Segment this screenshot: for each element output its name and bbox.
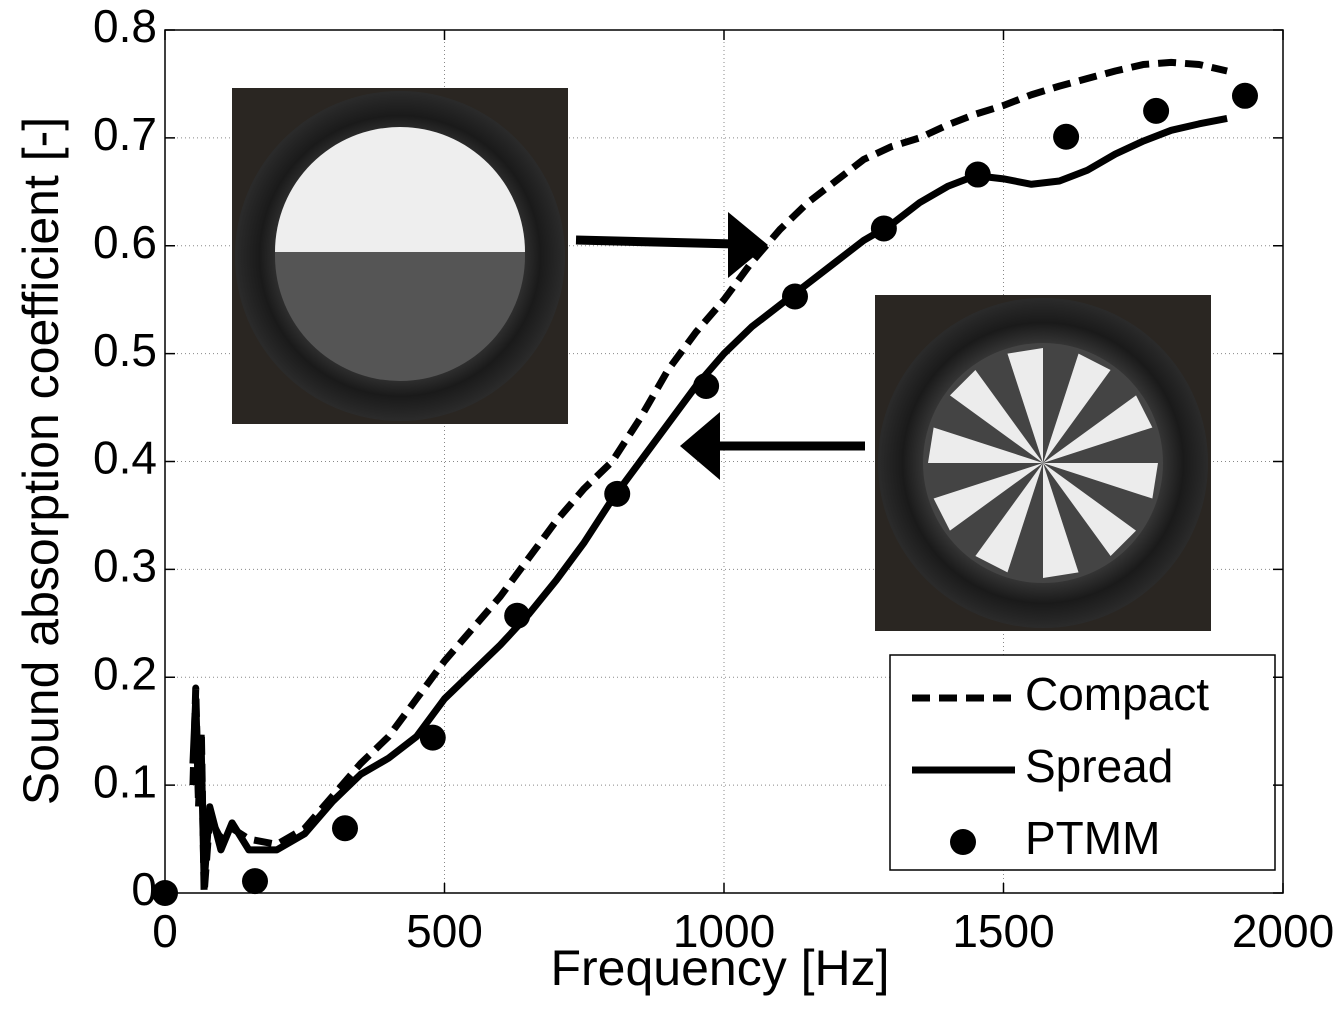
legend-label: Spread — [1025, 740, 1173, 792]
photo-wedge — [949, 369, 1043, 463]
y-tick-label: 0.8 — [93, 0, 157, 52]
data-point — [1231, 82, 1258, 109]
y-tick-label: 0.6 — [93, 216, 157, 268]
y-tick-label: 0 — [131, 863, 157, 915]
photo-foam — [928, 348, 1158, 578]
x-tick-label: 1500 — [952, 905, 1054, 957]
legend-label: Compact — [1025, 668, 1209, 720]
data-line — [189, 115, 1228, 886]
data-point — [331, 815, 358, 842]
data-point — [1143, 97, 1170, 124]
plot-area — [152, 58, 1258, 906]
x-tick-label: 2000 — [1232, 905, 1334, 957]
photo-wedge — [928, 427, 1043, 463]
y-tick-label: 0.2 — [93, 647, 157, 699]
photo-wedge — [1043, 463, 1079, 578]
arrow — [575, 235, 736, 249]
arrow-head — [728, 212, 768, 278]
photo-wedge — [1043, 463, 1137, 557]
y-tick-label: 0.7 — [93, 108, 157, 160]
y-tick-label: 0.3 — [93, 540, 157, 592]
x-tick-label: 0 — [152, 905, 178, 957]
data-point — [781, 283, 808, 310]
y-tick-label: 0.4 — [93, 432, 157, 484]
arrow-head — [680, 412, 720, 480]
photo-wedge — [1007, 348, 1043, 463]
photo-wedge — [1043, 353, 1111, 463]
photo-wedge — [975, 463, 1043, 573]
data-point — [604, 480, 631, 507]
data-point — [964, 161, 991, 188]
x-axis-label: Frequency [Hz] — [550, 940, 889, 996]
photo-foam — [275, 127, 525, 252]
y-tick-label: 0.5 — [93, 324, 157, 376]
photo-wedge — [1043, 463, 1158, 499]
y-axis-label: Sound absorption coefficient [-] — [13, 117, 69, 805]
data-point — [241, 868, 268, 895]
data-point — [419, 724, 446, 751]
data-point — [1053, 123, 1080, 150]
photos — [232, 88, 1211, 631]
data-point — [870, 215, 897, 242]
photo-wedge — [933, 463, 1043, 531]
data-point — [693, 372, 720, 399]
legend-marker — [950, 829, 976, 855]
x-tick-label: 1000 — [673, 905, 775, 957]
y-tick-label: 0.1 — [93, 755, 157, 807]
x-tick-label: 500 — [406, 905, 483, 957]
photo-wedge — [1043, 395, 1153, 463]
data-point — [504, 602, 531, 629]
legend-label: PTMM — [1025, 812, 1160, 864]
legend: Compact Spread PTMM — [889, 654, 1276, 871]
